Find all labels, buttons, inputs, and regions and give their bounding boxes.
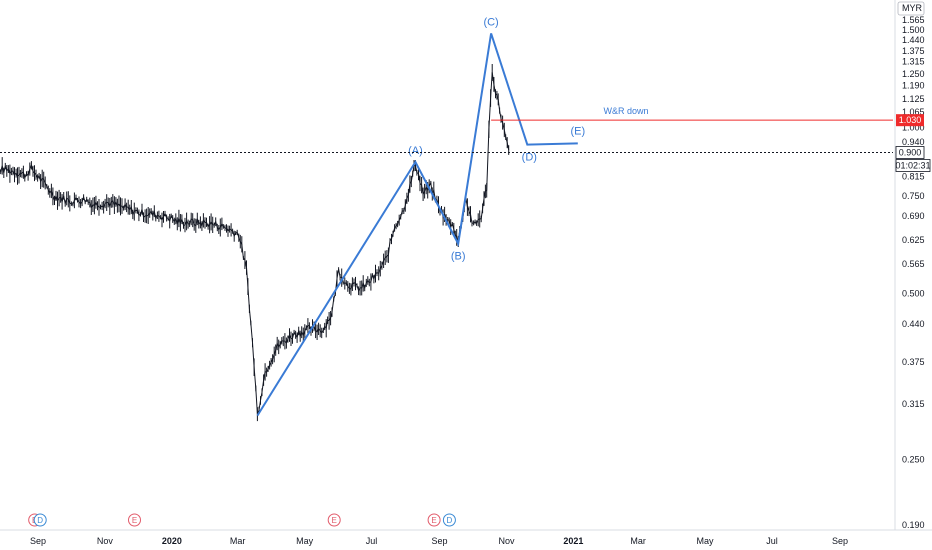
- time-axis[interactable]: Sep Nov 2020 Mar May Jul Sep Nov 2021 Mar May Jul Se…: [0, 529, 932, 546]
- earnings-icon: [327, 513, 341, 527]
- wave-label: (B): [451, 251, 466, 263]
- countdown-tag-text: 01:02:31: [895, 160, 930, 170]
- y-tick-label: 0.940: [902, 137, 925, 147]
- y-tick-label: 0.440: [902, 319, 925, 329]
- price-series: [0, 64, 510, 422]
- event-marker-label: E: [431, 516, 436, 525]
- resistance-price-tag: [896, 114, 924, 127]
- y-tick-label: 1.440: [902, 35, 925, 45]
- wave-line: [256, 33, 578, 417]
- earnings-marker[interactable]: E: [427, 513, 441, 527]
- resistance-annotation: W&R down: [603, 106, 648, 116]
- earnings-icon: [128, 513, 141, 527]
- earnings-marker[interactable]: E: [327, 513, 341, 527]
- wave-labels: (A) (B) (C) (D) (E): [408, 16, 585, 262]
- wave-label: (D): [522, 152, 537, 164]
- y-tick-label: 0.375: [902, 357, 925, 367]
- y-tick-label: 1.565: [902, 15, 925, 25]
- axis-tags: 1.030 0.900 01:02:31: [895, 114, 931, 172]
- x-tick-label: Sep: [432, 536, 448, 546]
- event-markers: EDEEED: [28, 513, 456, 527]
- horizontal-lines: W&R down: [0, 106, 893, 153]
- y-tick-label: 1.315: [902, 57, 925, 67]
- x-tick-label: 2021: [563, 536, 583, 546]
- y-tick-label: 0.565: [902, 259, 925, 269]
- y-tick-label: 1.190: [902, 81, 925, 91]
- y-tick-label: 0.690: [902, 211, 925, 221]
- y-tick-label: 1.500: [902, 25, 925, 35]
- y-tick-label: 1.000: [902, 122, 925, 132]
- y-tick-label: 1.125: [902, 94, 925, 104]
- event-marker-label: E: [332, 516, 337, 525]
- wave-label: (C): [483, 16, 498, 28]
- current-price-tag: [895, 146, 925, 159]
- dividend-marker[interactable]: D: [442, 513, 456, 527]
- countdown-tag: [895, 159, 931, 172]
- x-tick-label: May: [296, 536, 314, 546]
- current-price-tag-text: 0.900: [899, 147, 922, 157]
- event-marker-label: E: [132, 516, 137, 525]
- y-tick-label: 0.250: [902, 454, 925, 464]
- wave-pattern: [256, 33, 578, 417]
- dividend-marker[interactable]: D: [33, 513, 47, 527]
- dividend-icon: [442, 513, 456, 527]
- wave-label: (A): [408, 145, 423, 157]
- currency-label-box: [897, 1, 925, 16]
- x-tick-label: Mar: [230, 536, 246, 546]
- x-tick-label: Jul: [766, 536, 778, 546]
- x-tick-label: Jul: [366, 536, 378, 546]
- currency-label: MYR: [902, 3, 923, 13]
- resistance-price-tag-text: 1.030: [899, 115, 922, 125]
- earnings-marker[interactable]: E: [128, 513, 141, 527]
- event-marker-label: D: [447, 516, 453, 525]
- x-tick-label: Mar: [630, 536, 646, 546]
- y-tick-label: 1.250: [902, 69, 925, 79]
- y-tick-label: 0.750: [902, 191, 925, 201]
- y-tick-label: 0.315: [902, 399, 925, 409]
- y-tick-label: 0.500: [902, 288, 925, 298]
- event-marker-label: D: [37, 516, 43, 525]
- x-tick-label: Sep: [832, 536, 848, 546]
- earnings-icon: [427, 513, 441, 527]
- x-tick-label: 2020: [162, 536, 182, 546]
- y-tick-label: 1.065: [902, 107, 925, 117]
- wave-label: (E): [570, 125, 585, 137]
- x-tick-label: Nov: [97, 536, 114, 546]
- x-tick-label: Sep: [30, 536, 46, 546]
- x-tick-label: Nov: [498, 536, 515, 546]
- price-line: [0, 72, 510, 415]
- y-tick-label: 1.375: [902, 46, 925, 56]
- x-tick-label: May: [697, 536, 715, 546]
- y-tick-label: 0.815: [902, 171, 925, 181]
- y-tick-label: 0.190: [902, 520, 925, 530]
- y-tick-label: 0.625: [902, 235, 925, 245]
- dividend-icon: [33, 513, 47, 527]
